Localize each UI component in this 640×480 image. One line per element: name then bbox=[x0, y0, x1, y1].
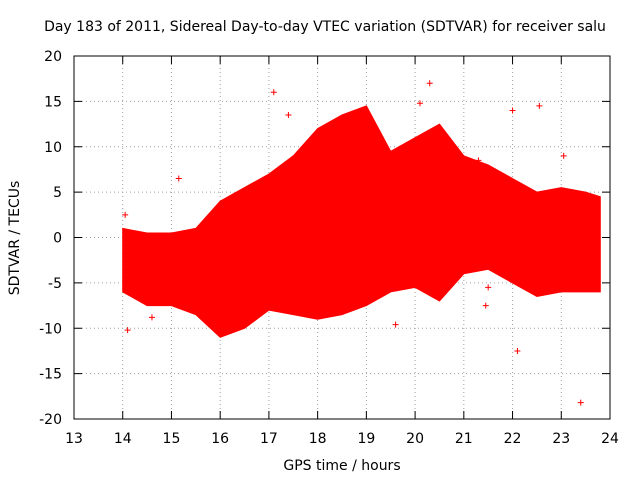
y-tick-label: 5 bbox=[53, 185, 62, 201]
outlier-point bbox=[485, 284, 492, 291]
data-band bbox=[122, 105, 601, 338]
y-tick-label: 20 bbox=[44, 49, 62, 65]
outlier-point bbox=[514, 347, 521, 354]
outlier-point bbox=[475, 157, 482, 164]
x-tick-labels: 13 14 15 16 17 18 19 20 21 22 23 24 bbox=[65, 431, 619, 447]
x-tick-label: 15 bbox=[163, 431, 181, 447]
x-tick-label: 19 bbox=[357, 431, 375, 447]
outlier-point bbox=[270, 89, 277, 96]
outlier-point bbox=[124, 327, 131, 334]
chart-title: Day 183 of 2011, Sidereal Day-to-day VTE… bbox=[44, 19, 606, 35]
outlier-point bbox=[122, 211, 129, 218]
x-tick-label: 18 bbox=[309, 431, 327, 447]
x-tick-label: 20 bbox=[406, 431, 424, 447]
tick-marks bbox=[73, 55, 611, 420]
data-layer bbox=[122, 80, 601, 406]
outlier-point bbox=[482, 302, 489, 309]
x-tick-label: 17 bbox=[260, 431, 278, 447]
outlier-point bbox=[175, 175, 182, 182]
x-tick-label: 24 bbox=[601, 431, 619, 447]
y-tick-label: -10 bbox=[39, 321, 62, 337]
x-axis-label: GPS time / hours bbox=[283, 458, 400, 474]
outlier-point bbox=[560, 152, 567, 159]
y-tick-label: -15 bbox=[39, 367, 62, 383]
x-tick-label: 23 bbox=[552, 431, 570, 447]
outlier-point bbox=[148, 314, 155, 321]
x-tick-label: 22 bbox=[504, 431, 522, 447]
outlier-point bbox=[285, 111, 292, 118]
y-tick-label: 15 bbox=[44, 94, 62, 110]
outlier-point bbox=[426, 80, 433, 87]
x-tick-label: 21 bbox=[455, 431, 473, 447]
y-tick-label: -20 bbox=[39, 412, 62, 428]
y-axis-label: SDTVAR / TECUs bbox=[7, 181, 23, 296]
outlier-point bbox=[577, 399, 584, 406]
y-tick-labels: 20 15 10 5 0 -5 -10 -15 -20 bbox=[39, 49, 62, 428]
outlier-point bbox=[509, 107, 516, 114]
x-tick-label: 14 bbox=[114, 431, 132, 447]
x-tick-label: 16 bbox=[211, 431, 229, 447]
y-tick-label: 0 bbox=[53, 231, 62, 247]
outlier-point bbox=[416, 100, 423, 107]
outlier-point bbox=[392, 321, 399, 328]
y-tick-label: 10 bbox=[44, 140, 62, 156]
x-tick-label: 13 bbox=[65, 431, 83, 447]
outlier-point bbox=[536, 102, 543, 109]
y-tick-label: -5 bbox=[48, 276, 62, 292]
